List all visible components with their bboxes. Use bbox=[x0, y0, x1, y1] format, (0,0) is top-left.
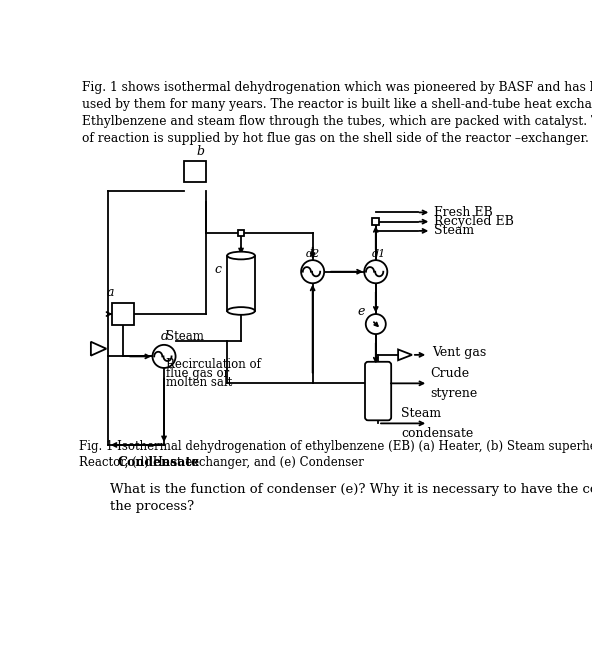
Text: Steam: Steam bbox=[401, 407, 441, 420]
Text: Fig. 1 shows isothermal dehydrogenation which was pioneered by BASF and has been: Fig. 1 shows isothermal dehydrogenation … bbox=[82, 81, 592, 145]
Polygon shape bbox=[91, 342, 107, 356]
Text: b: b bbox=[197, 145, 204, 158]
Text: Vent gas: Vent gas bbox=[432, 346, 486, 359]
Bar bbox=[372, 218, 379, 225]
Ellipse shape bbox=[227, 307, 255, 315]
Text: Fresh EB: Fresh EB bbox=[433, 206, 493, 219]
Bar bbox=[238, 230, 244, 236]
Bar bbox=[112, 304, 134, 325]
Text: c: c bbox=[215, 263, 222, 276]
Text: Steam: Steam bbox=[433, 224, 474, 238]
Circle shape bbox=[366, 314, 386, 334]
Ellipse shape bbox=[227, 251, 255, 259]
Text: Condensate: Condensate bbox=[118, 457, 200, 469]
Text: d1: d1 bbox=[372, 249, 386, 259]
Text: Recirculation of: Recirculation of bbox=[166, 358, 261, 371]
Text: What is the function of condenser (e)? Why it is necessary to have the condenser: What is the function of condenser (e)? W… bbox=[110, 483, 592, 513]
Circle shape bbox=[153, 345, 176, 368]
Text: condensate: condensate bbox=[401, 427, 474, 440]
Text: Recycled EB: Recycled EB bbox=[433, 215, 513, 228]
Polygon shape bbox=[398, 350, 412, 360]
Text: styrene: styrene bbox=[430, 387, 478, 400]
Text: a: a bbox=[107, 286, 114, 299]
FancyBboxPatch shape bbox=[365, 362, 391, 420]
Text: e: e bbox=[358, 305, 365, 318]
Text: d: d bbox=[161, 330, 169, 343]
Bar bbox=[227, 255, 255, 311]
Circle shape bbox=[364, 260, 387, 283]
Text: d2: d2 bbox=[305, 249, 320, 259]
Bar bbox=[184, 161, 205, 182]
Text: Crude: Crude bbox=[430, 367, 469, 380]
Text: molten salt: molten salt bbox=[166, 376, 233, 389]
Text: Steam: Steam bbox=[166, 329, 204, 343]
Text: flue gas or: flue gas or bbox=[166, 367, 230, 380]
Circle shape bbox=[301, 260, 324, 283]
Text: Fig. 1 Isothermal dehydrogenation of ethylbenzene (EB) (a) Heater, (b) Steam sup: Fig. 1 Isothermal dehydrogenation of eth… bbox=[79, 440, 592, 469]
